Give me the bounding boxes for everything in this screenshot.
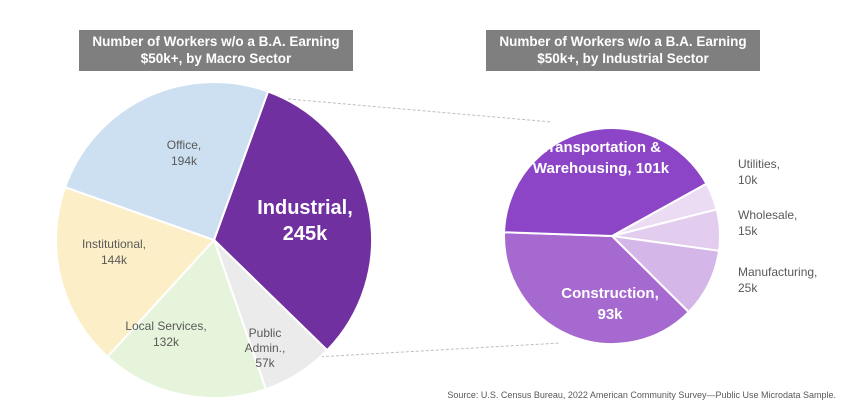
left-title-line-1: Number of Workers w/o a B.A. Earning [92,34,340,49]
slice-label-wholesale: Wholesale, 15k [738,208,797,238]
pie-slice-institutional [55,185,216,359]
right-chart-title: Number of Workers w/o a B.A. Earning $50… [486,30,760,71]
industrial-sector-pie: Utilities, 10k Wholesale, 15k Manufacturing,… [503,127,817,345]
connector-lines [287,98,561,358]
slice-label-manufacturing: Manufacturing, 25k [738,265,817,295]
slice-label-local-services: Local Services, 132k [125,319,206,349]
left-title-line-2: $50k+, by Macro Sector [140,51,292,66]
right-title-line-1: Number of Workers w/o a B.A. Earning [499,34,747,49]
connector-line-top [287,98,553,123]
slice-label-office: Office, 194k [167,138,201,168]
source-note: Source: U.S. Census Bureau, 2022 America… [447,390,836,400]
pie-slice-office [63,81,270,242]
slice-label-institutional: Institutional, 144k [82,237,146,267]
pie-slice-manufacturing [609,234,721,314]
macro-sector-pie: Industrial, 245k Public Admin., 57k Local Ser… [55,81,374,399]
left-chart-title: Number of Workers w/o a B.A. Earning $50… [79,30,353,71]
slice-label-construction: Construction, 93k [561,285,659,323]
slice-label-industrial: Industrial, 245k [257,197,353,245]
pie-slice-local-services [106,238,268,399]
slice-label-public: Public Admin., 57k [245,326,286,370]
slice-label-transportation: Transportation & Warehousing, 101k [533,139,670,177]
connector-line-bottom [315,342,561,358]
pie-slice-construction [503,231,691,345]
pie-slice-transportation-warehousing [503,127,708,238]
slice-label-utilities: Utilities, 10k [738,157,780,187]
right-title-line-2: $50k+, by Industrial Sector [537,51,709,66]
pie-slice-industrial [212,90,374,352]
